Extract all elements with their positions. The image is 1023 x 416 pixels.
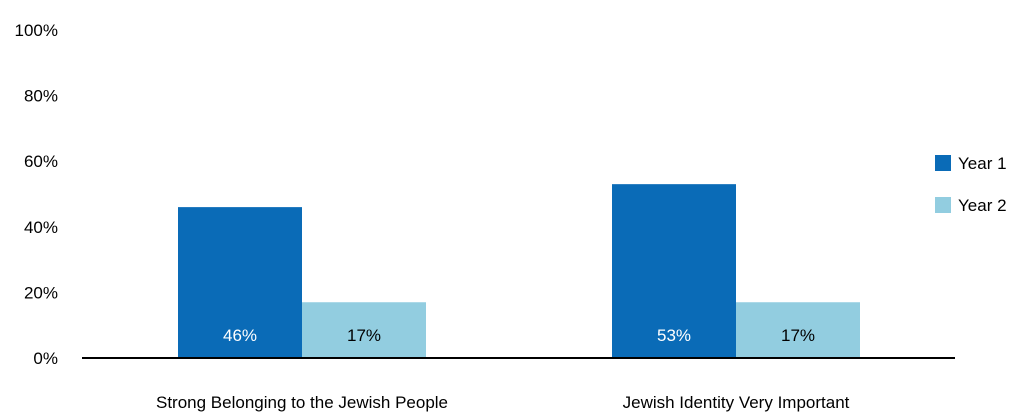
data-labels: 46% 53% 17% 17% [223, 326, 815, 345]
data-label: 46% [223, 326, 257, 345]
y-tick-label: 20% [24, 283, 58, 302]
y-tick-label: 0% [33, 349, 58, 368]
y-tick-label: 100% [15, 21, 58, 40]
y-tick-label: 80% [24, 87, 58, 106]
data-label: 17% [347, 326, 381, 345]
legend-label: Year 2 [958, 196, 1007, 215]
legend-swatch [935, 197, 951, 213]
legend: Year 1 Year 2 [935, 154, 1007, 215]
y-tick-label: 60% [24, 152, 58, 171]
bar-year-2-1 [302, 302, 426, 358]
legend-label: Year 1 [958, 154, 1007, 173]
data-label: 17% [781, 326, 815, 345]
bar-year-2-2 [736, 302, 860, 358]
category-labels: Strong Belonging to the Jewish People Jew… [156, 393, 850, 412]
data-label: 53% [657, 326, 691, 345]
bar-year-1-1 [178, 207, 302, 358]
y-tick-label: 40% [24, 218, 58, 237]
y-axis-ticks: 0% 20% 40% 60% 80% 100% [15, 21, 58, 368]
category-label: Jewish Identity Very Important [623, 393, 850, 412]
bar-year-1-2 [612, 184, 736, 358]
category-label: Strong Belonging to the Jewish People [156, 393, 448, 412]
legend-swatch [935, 155, 951, 171]
bars [178, 184, 860, 358]
